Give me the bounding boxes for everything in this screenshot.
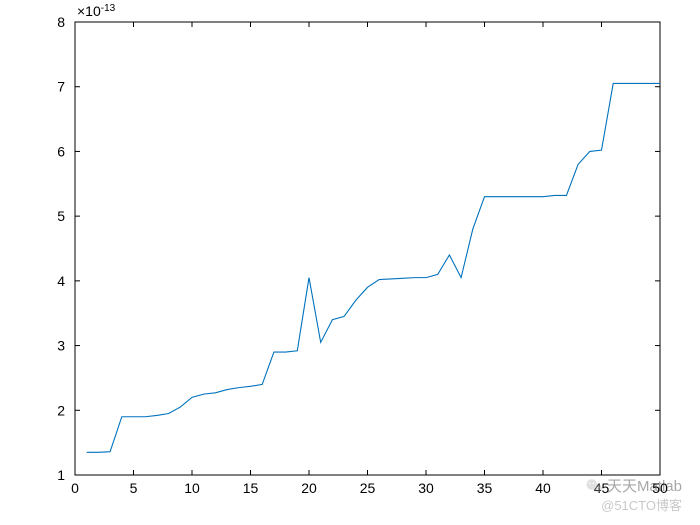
x-tick-label: 20 — [301, 480, 317, 496]
y-tick-label: 5 — [57, 208, 65, 224]
x-tick-label: 15 — [243, 480, 259, 496]
y-tick-label: 2 — [57, 402, 65, 418]
y-tick-label: 8 — [57, 14, 65, 30]
x-tick-label: 30 — [418, 480, 434, 496]
x-tick-label: 40 — [535, 480, 551, 496]
figure: 0510152025303540455012345678×10-13 天天Mat… — [0, 0, 700, 525]
y-tick-label: 1 — [57, 467, 65, 483]
axis-box — [75, 22, 660, 475]
y-exponent-label: ×10-13 — [77, 3, 116, 20]
x-tick-label: 35 — [477, 480, 493, 496]
x-tick-label: 45 — [594, 480, 610, 496]
x-tick-label: 25 — [360, 480, 376, 496]
x-tick-label: 50 — [652, 480, 668, 496]
line-chart: 0510152025303540455012345678×10-13 — [0, 0, 700, 525]
y-tick-label: 6 — [57, 143, 65, 159]
x-tick-label: 0 — [71, 480, 79, 496]
x-tick-label: 5 — [130, 480, 138, 496]
x-tick-label: 10 — [184, 480, 200, 496]
data-series-line — [87, 83, 660, 452]
y-tick-label: 3 — [57, 338, 65, 354]
y-tick-label: 4 — [57, 273, 65, 289]
y-tick-label: 7 — [57, 79, 65, 95]
